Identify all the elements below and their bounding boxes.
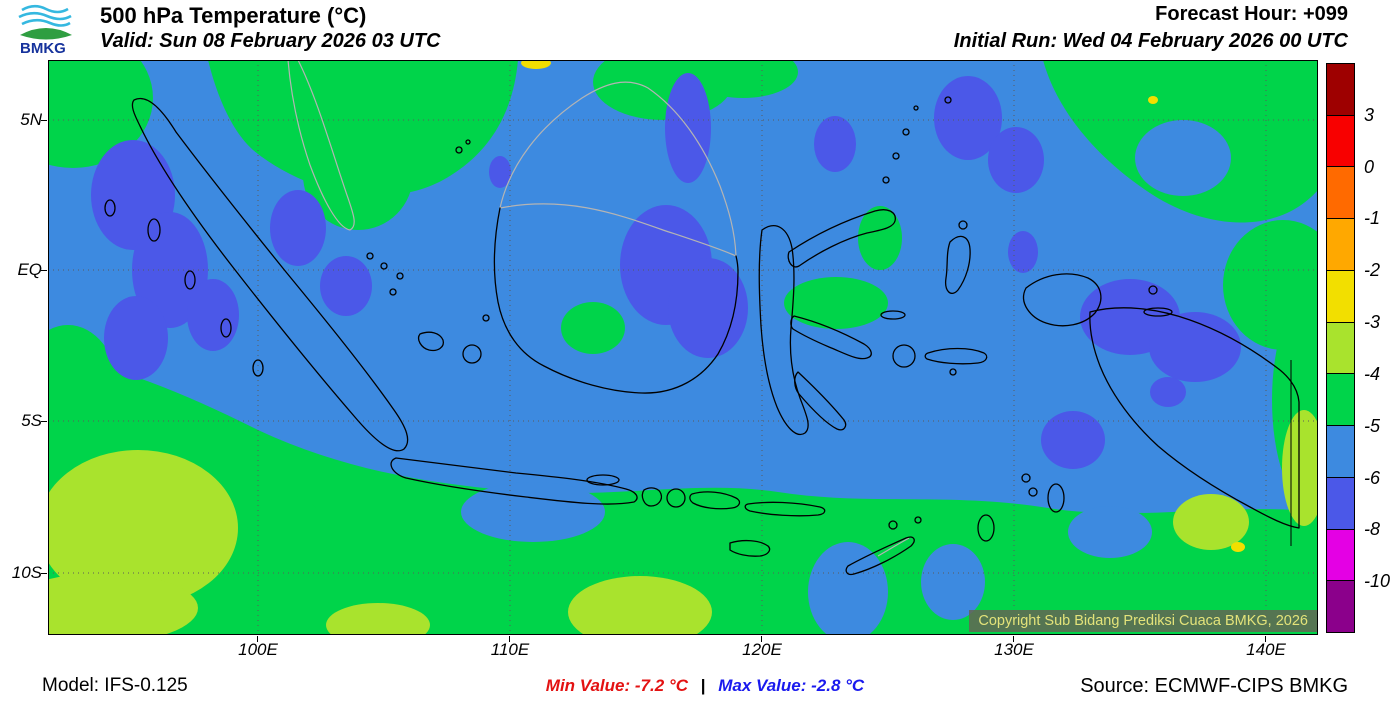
lon-label-100e: 100E <box>238 640 278 659</box>
coastlines <box>104 96 1300 576</box>
logo-globe-icon <box>20 28 72 40</box>
axis-tick <box>1013 636 1014 642</box>
axis-tick <box>257 636 258 642</box>
minmax-separator: | <box>700 676 706 695</box>
colorbar-segment <box>1327 477 1354 530</box>
colorbar-tick-label: -8 <box>1364 519 1381 540</box>
colorbar-segment <box>1327 322 1354 375</box>
min-value: Min Value: -7.2 °C <box>545 676 688 695</box>
axis-tick <box>509 636 510 642</box>
colorbar-segment <box>1327 529 1354 582</box>
colorbar-segment <box>1327 374 1354 427</box>
colorbar-ticks: 3 0 -1 -2 -3 -4 -5 -6 -8 -10 <box>1362 63 1400 633</box>
valid-time: Valid: Sun 08 February 2026 03 UTC <box>100 30 441 52</box>
initial-run: Initial Run: Wed 04 February 2026 00 UTC <box>953 30 1348 52</box>
lon-label-140e: 140E <box>1246 640 1286 659</box>
lat-label-5s: 5S <box>21 411 42 430</box>
foreign-coastlines <box>287 59 910 557</box>
lon-label-110e: 110E <box>490 640 530 659</box>
axis-tick <box>761 636 762 642</box>
logo-wave-icon <box>18 11 72 21</box>
colorbar-tick-label: 0 <box>1364 156 1375 177</box>
colorbar-tick-label: -3 <box>1364 312 1381 333</box>
colorbar-tick-label: -10 <box>1364 571 1391 592</box>
colorbar-tick-label: -4 <box>1364 363 1381 384</box>
axis-tick <box>41 270 47 271</box>
colorbar-tick-label: -1 <box>1364 208 1381 229</box>
colorbar-segment <box>1327 270 1354 323</box>
colorbar-segment <box>1327 219 1354 271</box>
axis-tick <box>41 421 47 422</box>
colorbar-segment <box>1327 64 1354 116</box>
logo-wave-icon <box>21 18 71 27</box>
model-label: Model: IFS-0.125 <box>42 675 188 696</box>
logo-wave-icon <box>21 4 69 14</box>
page-title: 500 hPa Temperature (°C) <box>100 3 367 28</box>
colorbar-tick-label: -5 <box>1364 415 1381 436</box>
colorbar-tick-label: -2 <box>1364 260 1381 281</box>
colorbar-segment <box>1327 115 1354 168</box>
axis-tick <box>41 120 47 121</box>
bmkg-logo: BMKG <box>18 4 72 57</box>
map-frame <box>48 60 1318 635</box>
axis-tick <box>1265 636 1266 642</box>
lon-label-120e: 120E <box>742 640 782 659</box>
colorbar-tick-label: 3 <box>1364 104 1375 125</box>
lat-label-eq: EQ <box>17 260 42 279</box>
temperature-field <box>0 28 1348 648</box>
forecast-hour: Forecast Hour: +099 <box>1155 3 1348 25</box>
colorbar-segment <box>1327 426 1354 478</box>
map-area: Copyright Sub Bidang Prediksi Cuaca BMKG… <box>0 28 1348 648</box>
max-value: Max Value: -2.8 °C <box>718 676 865 695</box>
minmax-values: Min Value: -7.2 °C | Max Value: -2.8 °C <box>510 676 900 696</box>
colorbar-segment <box>1327 167 1354 220</box>
lat-label-5n: 5N <box>20 110 42 129</box>
colorbar <box>1326 63 1355 633</box>
copyright-badge: Copyright Sub Bidang Prediksi Cuaca BMKG… <box>969 610 1317 632</box>
source-label: Source: ECMWF-CIPS BMKG <box>1080 675 1348 697</box>
lat-label-10s: 10S <box>11 563 42 582</box>
lon-label-130e: 130E <box>994 640 1034 659</box>
axis-tick <box>41 573 47 574</box>
logo-text: BMKG <box>20 40 66 57</box>
colorbar-tick-label: -6 <box>1364 467 1381 488</box>
colorbar-segment <box>1327 581 1354 633</box>
map-canvas <box>0 28 1348 648</box>
